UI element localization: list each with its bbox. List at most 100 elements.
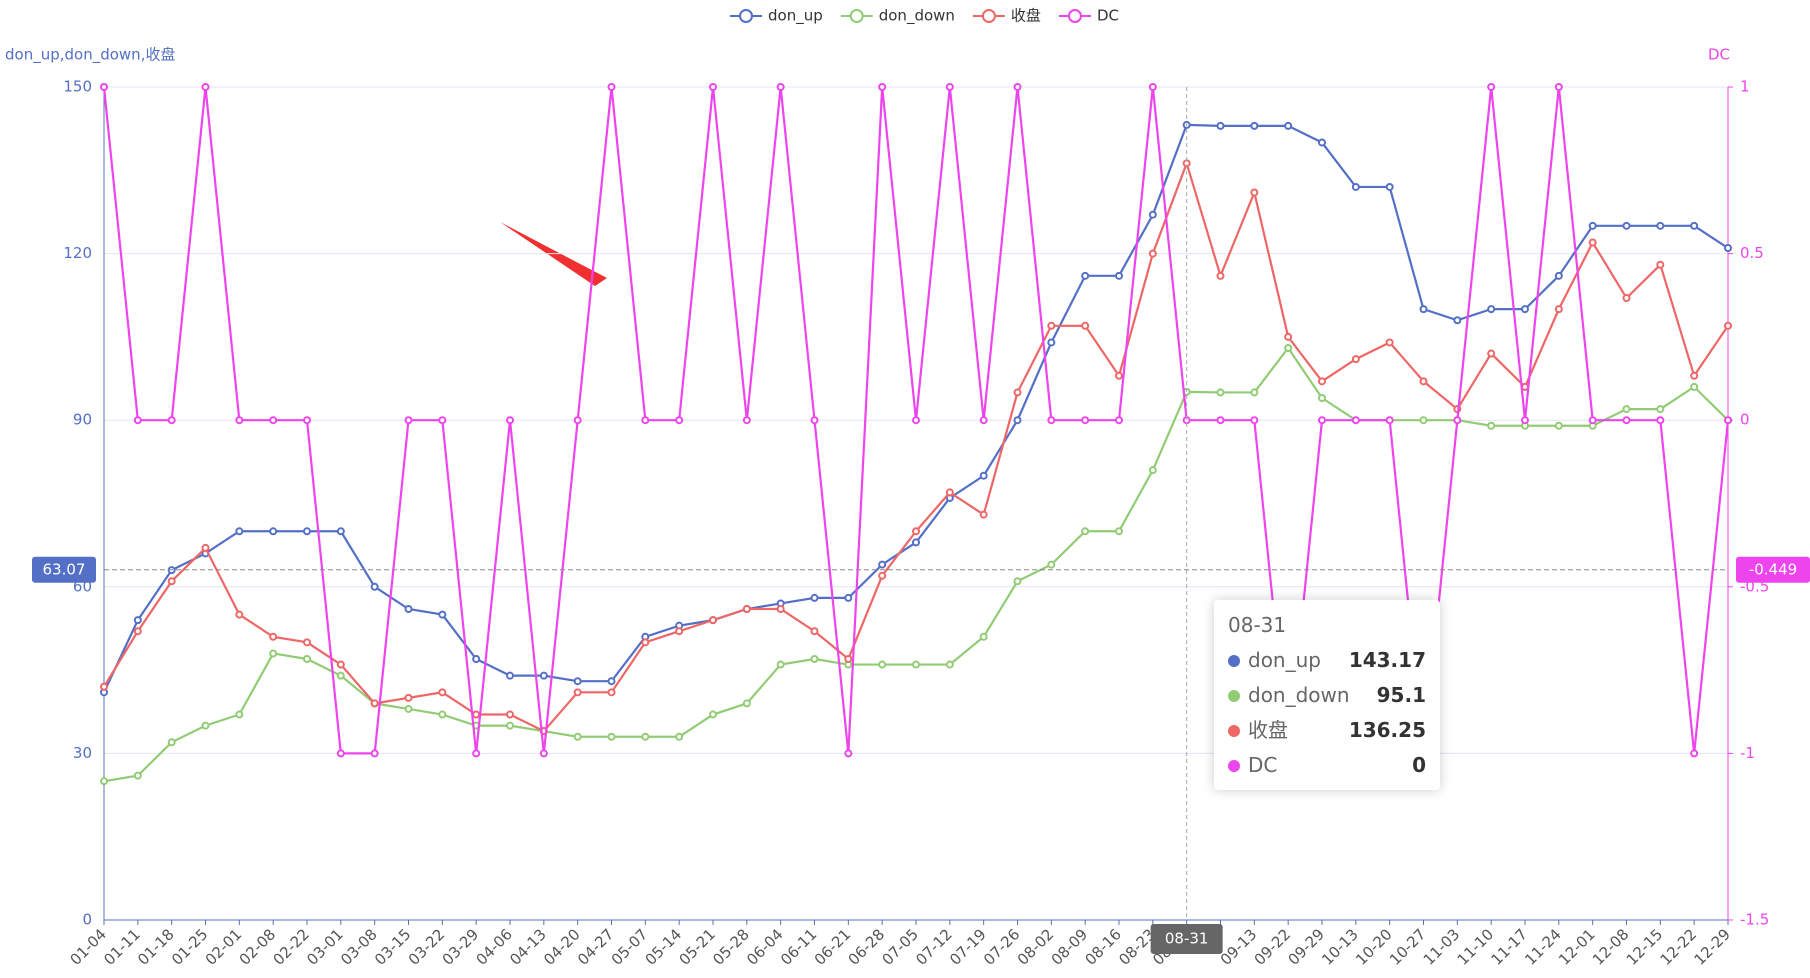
point bbox=[1690, 221, 1699, 230]
point bbox=[810, 416, 819, 425]
x-tick-label: 12-01 bbox=[1555, 925, 1599, 969]
point bbox=[336, 749, 345, 758]
point bbox=[1047, 321, 1056, 330]
point bbox=[370, 699, 379, 708]
tooltip-row: 收盘 136.25 bbox=[1228, 715, 1426, 745]
point bbox=[979, 416, 988, 425]
tooltip: 08-31 don_up 143.17 don_down 95.1 收盘 136.25 DC… bbox=[1214, 600, 1440, 790]
tooltip-row: DC 0 bbox=[1228, 750, 1426, 780]
point bbox=[133, 771, 142, 780]
point bbox=[1419, 377, 1428, 386]
point bbox=[607, 732, 616, 741]
point bbox=[167, 738, 176, 747]
point bbox=[269, 416, 278, 425]
tooltip-name: don_down bbox=[1248, 683, 1350, 707]
y2-tick-label: -1 bbox=[1740, 744, 1755, 762]
point bbox=[235, 416, 244, 425]
point bbox=[1250, 388, 1259, 397]
point bbox=[979, 632, 988, 641]
point bbox=[1554, 421, 1563, 430]
point bbox=[133, 616, 142, 625]
point bbox=[641, 638, 650, 647]
point bbox=[945, 660, 954, 669]
point bbox=[776, 83, 785, 91]
tooltip-dot bbox=[1228, 760, 1240, 772]
point bbox=[1554, 83, 1563, 91]
tooltip-dot bbox=[1228, 655, 1240, 667]
point bbox=[167, 577, 176, 586]
point bbox=[1521, 305, 1529, 314]
point bbox=[742, 605, 751, 614]
point bbox=[1724, 416, 1732, 425]
point bbox=[269, 527, 278, 536]
legend-label: don_up bbox=[768, 7, 823, 26]
point bbox=[709, 710, 717, 719]
point bbox=[1250, 188, 1259, 197]
point bbox=[1115, 527, 1123, 536]
series-line bbox=[103, 159, 1729, 733]
point bbox=[438, 688, 447, 697]
point bbox=[167, 416, 176, 425]
point bbox=[675, 416, 684, 425]
pointer-label-bg bbox=[1736, 556, 1810, 583]
point bbox=[1216, 121, 1225, 130]
point bbox=[1047, 560, 1056, 569]
x-tick-label: 09-13 bbox=[1217, 925, 1261, 969]
point bbox=[1081, 321, 1090, 330]
x-tick-label: 06-28 bbox=[845, 925, 889, 969]
point bbox=[1081, 416, 1090, 425]
point bbox=[709, 83, 717, 91]
point bbox=[844, 593, 853, 602]
pointer-label-bg bbox=[32, 556, 96, 583]
tooltip-name: don_up bbox=[1248, 648, 1321, 672]
point bbox=[742, 699, 751, 708]
point bbox=[506, 721, 514, 730]
point bbox=[878, 83, 887, 91]
point bbox=[1284, 332, 1293, 341]
legend-label: don_down bbox=[879, 7, 955, 26]
point bbox=[1351, 416, 1360, 425]
point bbox=[878, 560, 887, 569]
y2-tick-label: -1.5 bbox=[1740, 911, 1769, 929]
x-tick-label: 03-01 bbox=[303, 925, 347, 969]
point bbox=[810, 593, 819, 602]
point bbox=[336, 671, 345, 680]
tooltip-name: DC bbox=[1248, 753, 1278, 777]
x-tick-label: 01-11 bbox=[100, 925, 144, 969]
y-axis-name: don_up,don_down,收盘 bbox=[5, 46, 175, 65]
y-tick-label: 90 bbox=[73, 411, 92, 429]
point bbox=[1419, 416, 1428, 425]
point bbox=[472, 654, 481, 663]
x-tick-label: 08-02 bbox=[1014, 925, 1058, 969]
point bbox=[1487, 421, 1496, 430]
point bbox=[100, 682, 108, 691]
point bbox=[303, 416, 311, 425]
x-tick-label: 12-15 bbox=[1623, 925, 1667, 969]
point bbox=[133, 627, 142, 636]
point bbox=[201, 83, 210, 91]
x-tick-label: 04-13 bbox=[506, 925, 550, 969]
point bbox=[810, 627, 819, 636]
point bbox=[1487, 305, 1496, 314]
tooltip-name: 收盘 bbox=[1248, 718, 1288, 742]
point bbox=[776, 605, 785, 614]
point bbox=[742, 416, 751, 425]
point bbox=[1115, 371, 1123, 380]
x-tick-label: 05-07 bbox=[608, 925, 652, 969]
point bbox=[1250, 416, 1259, 425]
pointer-label: 08-31 bbox=[1165, 930, 1209, 948]
point bbox=[1385, 338, 1394, 347]
x-tick-label: 09-22 bbox=[1251, 925, 1295, 969]
point bbox=[269, 649, 278, 658]
point bbox=[201, 543, 210, 552]
point bbox=[945, 83, 954, 91]
point bbox=[1554, 305, 1563, 314]
x-tick-label: 06-11 bbox=[777, 925, 821, 969]
y2-tick-label: 0.5 bbox=[1740, 244, 1764, 262]
point bbox=[878, 571, 887, 580]
point bbox=[404, 704, 413, 713]
point bbox=[878, 660, 887, 669]
point bbox=[1013, 388, 1022, 397]
point bbox=[1419, 305, 1428, 314]
legend: don_up don_down 收盘 DC bbox=[730, 7, 1119, 26]
